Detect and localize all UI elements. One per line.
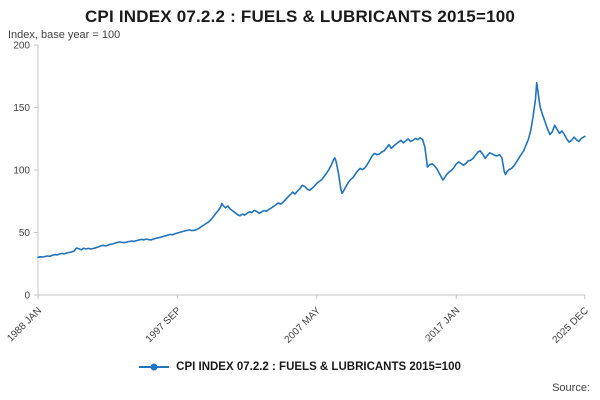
chart-title: CPI INDEX 07.2.2 : FUELS & LUBRICANTS 20… [84,7,516,26]
y-tick-label: 50 [19,228,31,239]
legend-item[interactable]: CPI INDEX 07.2.2 : FUELS & LUBRICANTS 20… [0,361,600,373]
x-tick-label: 2017 JAN [424,305,463,344]
x-tick-label: 1988 JAN [5,305,44,344]
source-label: Source: [552,382,590,394]
y-tick-label: 100 [13,166,30,177]
x-tick-label: 1997 SEP [144,305,184,345]
y-tick-label: 0 [24,291,30,302]
legend-label: CPI INDEX 07.2.2 : FUELS & LUBRICANTS 20… [176,361,461,373]
y-tick-label: 150 [13,103,30,114]
series-line [37,81,586,259]
legend-dot-icon [150,363,158,371]
x-tick-label: 2007 MAY [283,305,324,346]
y-tick-label: 200 [13,41,30,52]
y-axis-caption: Index, base year = 100 [8,29,121,41]
legend-line-marker-icon [139,363,170,371]
x-tick-label: 2025 DEC [551,305,591,345]
plot-area: 0 50 100 150 200 1988 JAN 1997 SEP 2007 MAY 2017… [5,41,591,346]
